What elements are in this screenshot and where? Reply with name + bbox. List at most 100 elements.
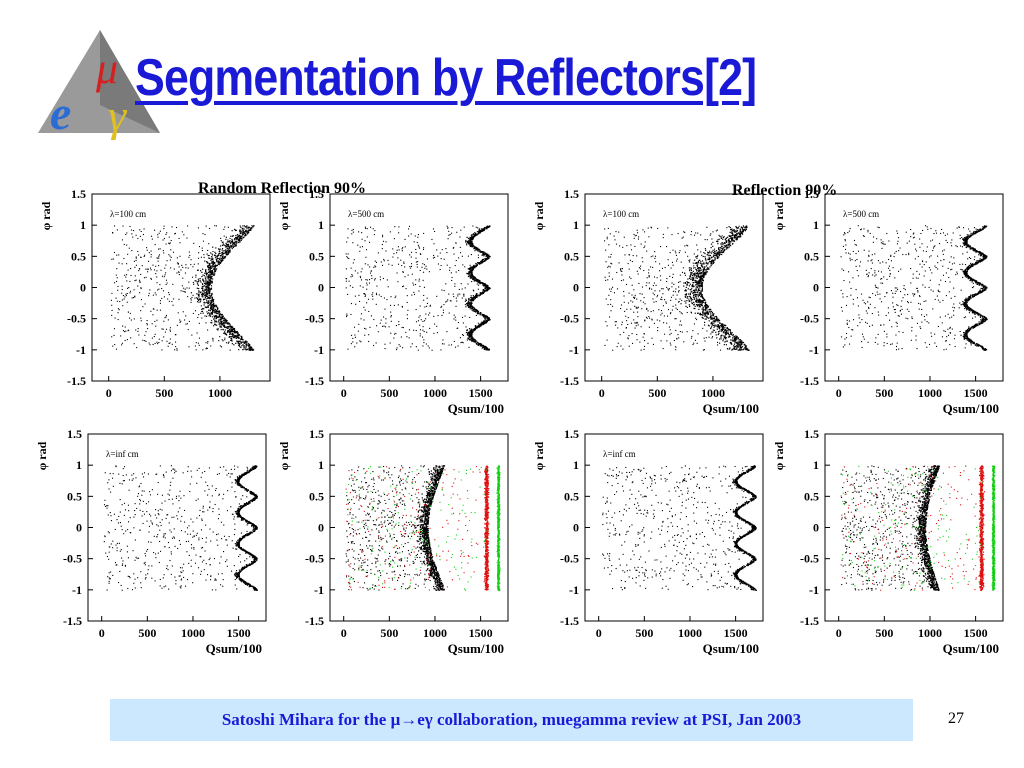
scatter-point	[215, 225, 218, 227]
scatter-point	[704, 305, 706, 307]
scatter-point	[169, 242, 171, 244]
scatter-point	[364, 327, 366, 329]
scatter-point	[218, 321, 220, 323]
scatter-point	[221, 320, 223, 322]
scatter-point	[462, 322, 464, 324]
scatter-point	[201, 292, 204, 295]
scatter-point	[468, 335, 470, 337]
scatter-point	[423, 232, 425, 234]
scatter-point	[477, 280, 479, 282]
scatter-point	[459, 293, 461, 295]
scatter-point	[190, 299, 192, 301]
scatter-point	[370, 315, 373, 317]
scatter-point	[239, 346, 241, 348]
scatter-point	[700, 280, 702, 283]
scatter-point	[688, 281, 690, 284]
scatter-point	[668, 326, 671, 328]
scatter-point	[722, 238, 724, 240]
scatter-point	[129, 292, 131, 294]
scatter-point	[647, 310, 649, 312]
scatter-point	[142, 339, 144, 341]
scatter-point	[675, 298, 677, 300]
scatter-point	[694, 281, 697, 283]
scatter-point	[470, 295, 472, 297]
scatter-point	[178, 237, 180, 239]
scatter-point	[163, 225, 165, 227]
scatter-point	[605, 298, 607, 300]
scatter-point	[410, 256, 412, 258]
scatter-point	[483, 320, 485, 323]
scatter-point	[687, 293, 690, 295]
scatter-point	[485, 316, 487, 318]
scatter-point	[703, 337, 705, 339]
scatter-point	[214, 266, 216, 268]
scatter-point	[426, 258, 429, 260]
scatter-point	[221, 314, 223, 316]
scatter-point	[248, 231, 250, 233]
scatter-point	[230, 328, 232, 330]
scatter-point	[232, 235, 234, 237]
scatter-point	[235, 237, 237, 239]
scatter-point	[250, 348, 252, 350]
scatter-point	[125, 295, 127, 297]
scatter-point	[694, 272, 696, 274]
scatter-point	[415, 329, 417, 332]
scatter-point	[203, 290, 206, 292]
scatter-point	[478, 281, 480, 283]
scatter-point	[416, 263, 418, 266]
scatter-point	[696, 298, 698, 300]
scatter-point	[637, 307, 639, 309]
scatter-point	[149, 344, 151, 346]
scatter-point	[466, 339, 468, 341]
scatter-point	[724, 249, 726, 251]
scatter-point	[227, 322, 229, 324]
scatter-point	[691, 280, 693, 282]
scatter-point	[412, 282, 414, 284]
scatter-point	[202, 293, 204, 296]
scatter-point	[210, 304, 212, 306]
scatter-point	[619, 245, 621, 247]
scatter-point	[205, 306, 208, 309]
scatter-point	[705, 337, 707, 339]
scatter-point	[223, 252, 225, 255]
scatter-point	[724, 332, 726, 334]
scatter-point	[147, 271, 149, 273]
plot-frame	[329, 193, 509, 382]
scatter-point	[406, 314, 408, 316]
scatter-point	[393, 304, 395, 306]
scatter-point	[702, 278, 704, 280]
scatter-point	[715, 320, 717, 323]
scatter-point	[238, 340, 240, 342]
scatter-point	[733, 340, 736, 342]
scatter-point	[468, 242, 470, 244]
scatter-point	[628, 268, 630, 270]
scatter-point	[390, 320, 392, 322]
scatter-point	[694, 259, 696, 261]
scatter-point	[677, 334, 679, 336]
scatter-point	[633, 297, 635, 299]
scatter-point	[475, 248, 477, 251]
x-tick-label: 0	[836, 386, 842, 400]
scatter-point	[144, 340, 146, 342]
scatter-point	[192, 266, 194, 268]
scatter-point	[204, 315, 206, 317]
scatter-point	[476, 326, 478, 328]
scatter-point	[346, 241, 348, 243]
scatter-point	[678, 301, 680, 303]
scatter-point	[132, 236, 134, 238]
scatter-point	[171, 226, 173, 228]
scatter-point	[439, 252, 441, 254]
scatter-point	[243, 347, 245, 349]
scatter-point	[630, 277, 632, 280]
scatter-point	[480, 282, 482, 284]
scatter-point	[656, 277, 658, 279]
scatter-point	[690, 297, 692, 299]
scatter-point	[209, 289, 212, 291]
scatter-point	[216, 255, 218, 257]
scatter-point	[472, 234, 475, 236]
scatter-point	[740, 342, 742, 344]
scatter-point	[233, 228, 236, 231]
scatter-point	[700, 290, 702, 292]
scatter-point	[690, 300, 693, 302]
scatter-point	[397, 257, 399, 259]
